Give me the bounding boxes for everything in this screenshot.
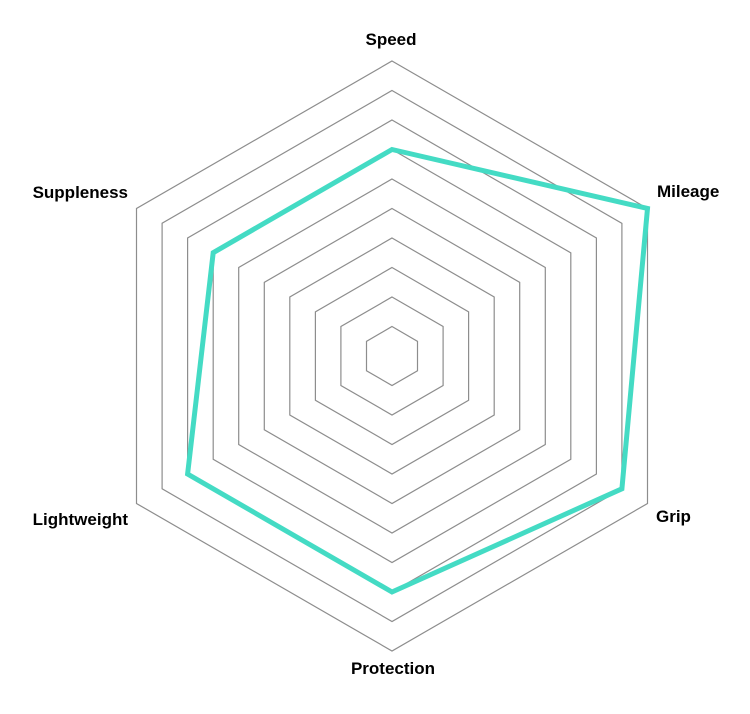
grid-ring	[365, 325, 419, 387]
grid-ring	[263, 207, 521, 505]
axis-label-speed: Speed	[365, 30, 417, 49]
grid-ring	[340, 296, 444, 416]
grid-ring	[314, 266, 470, 446]
data-series-polygon	[184, 146, 651, 595]
axis-label-mileage: Mileage	[657, 182, 720, 201]
axis-label-suppleness: Suppleness	[32, 183, 128, 202]
grid-ring	[161, 89, 623, 623]
axis-label-grip: Grip	[656, 507, 691, 526]
grid-ring	[238, 178, 546, 534]
axis-label-protection: Protection	[350, 659, 436, 678]
grid-ring	[187, 119, 598, 593]
grid-ring	[289, 237, 495, 475]
axis-label-lightweight: Lightweight	[32, 510, 128, 529]
grid-ring	[212, 148, 572, 564]
